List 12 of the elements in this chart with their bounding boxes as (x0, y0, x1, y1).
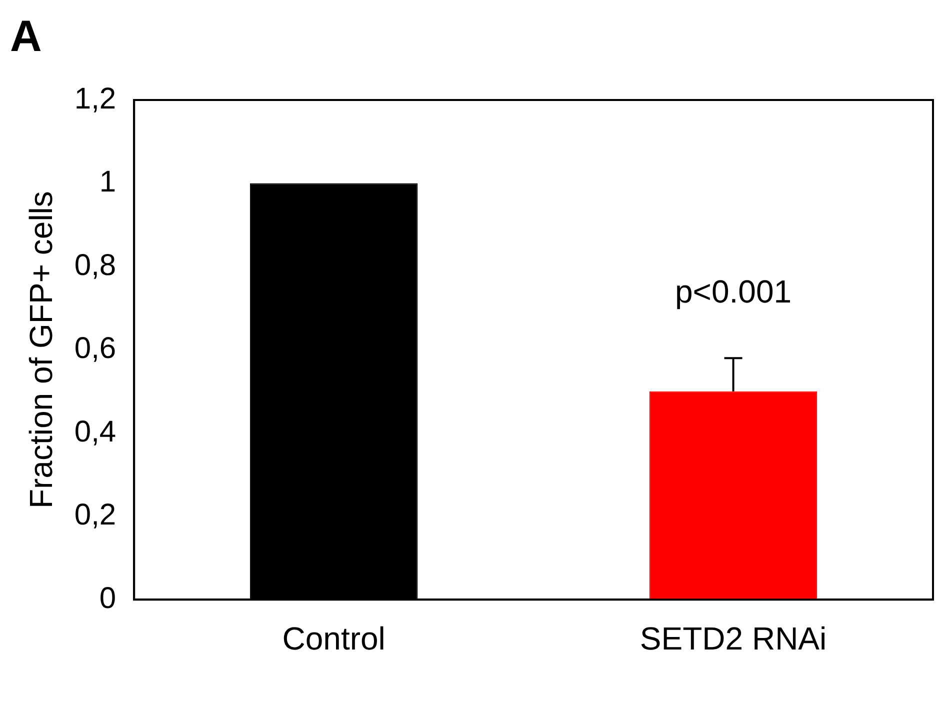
y-tick-label: 1,2 (74, 82, 116, 116)
y-tick-label: 0,8 (74, 248, 116, 282)
chart-title: A (10, 12, 42, 62)
y-tick-label: 0,4 (74, 415, 116, 448)
y-tick-label: 0,6 (74, 332, 116, 366)
y-tick-label: 1 (99, 166, 116, 199)
annotation: p<0.001 (674, 274, 792, 310)
x-tick-label: Control (282, 620, 386, 657)
y-tick-label: 0 (99, 582, 116, 615)
y-axis-title: Fraction of GFP+ cells (23, 191, 60, 509)
x-tick-label: SETD2 RNAi (640, 620, 827, 657)
y-tick-label: 0,2 (74, 498, 116, 532)
